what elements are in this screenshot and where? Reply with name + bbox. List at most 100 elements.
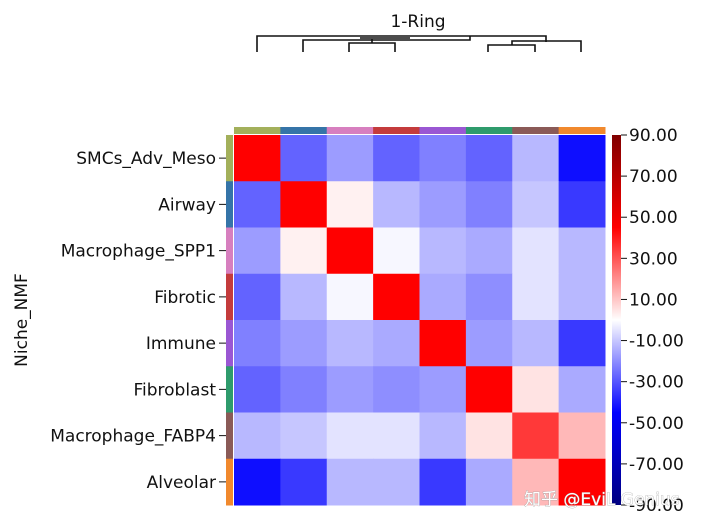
colorbar-tick-label: 50.00 <box>629 208 678 228</box>
colorbar-tick-label: -30.00 <box>629 373 684 393</box>
heatmap-cell <box>465 227 513 275</box>
dendrogram-branch <box>302 36 471 52</box>
heatmap-cell <box>373 458 420 506</box>
column-color-swatch <box>419 127 467 134</box>
row-label: Macrophage_FABP4 <box>50 427 216 447</box>
heatmap-cell <box>558 412 606 460</box>
colorbar-tick-label: -10.00 <box>629 332 684 352</box>
heatmap-cell <box>326 273 374 321</box>
chart-title: 1-Ring <box>390 12 445 32</box>
heatmap-cell <box>234 135 281 182</box>
column-color-swatch <box>280 127 328 134</box>
heatmap-cell <box>465 412 513 460</box>
colorbar-tick-label: 70.00 <box>629 167 678 187</box>
heatmap-cell <box>373 227 420 275</box>
heatmap-cell <box>465 135 513 182</box>
dendrogram-branch <box>487 44 536 52</box>
heatmap-cell <box>326 412 374 460</box>
heatmap-cell <box>280 412 328 460</box>
row-label: Macrophage_SPP1 <box>61 242 216 262</box>
row-color-swatch <box>226 273 233 321</box>
heatmap-cell <box>280 458 328 506</box>
heatmap-cell <box>373 366 420 413</box>
heatmap-cell <box>465 320 513 367</box>
heatmap-cell <box>280 181 328 228</box>
colorbar-tick-label: -50.00 <box>629 414 684 434</box>
heatmap-cell <box>326 181 374 228</box>
row-ticks <box>219 157 226 483</box>
heatmap-cell <box>465 366 513 413</box>
row-color-swatch <box>226 366 233 413</box>
heatmap-cell <box>558 366 606 413</box>
colorbar-tick-label: 30.00 <box>629 249 678 269</box>
column-color-swatch <box>373 127 420 134</box>
heatmap-cell <box>373 412 420 460</box>
heatmap-cell <box>558 273 606 321</box>
heatmap-cell <box>326 320 374 367</box>
row-color-swatch <box>226 458 233 506</box>
heatmap-cell <box>419 273 467 321</box>
colorbar <box>612 135 621 505</box>
heatmap-cell <box>326 458 374 506</box>
heatmap-cell <box>419 135 467 182</box>
dendrogram-branch <box>348 42 396 52</box>
heatmap-cell <box>512 412 560 460</box>
heatmap-cell <box>465 458 513 506</box>
heatmap-cell <box>280 366 328 413</box>
heatmap-cell <box>326 227 374 275</box>
colorbar-ticks: 90.00 70.00 50.00 30.00 10.00 -10.00 -30.00 -50… <box>621 126 684 516</box>
column-color-swatch <box>234 127 281 134</box>
heatmap-cell <box>234 273 281 321</box>
heatmap-cell <box>558 181 606 228</box>
column-color-swatch <box>326 127 374 134</box>
column-color-swatch <box>512 127 560 134</box>
colorbar-tick-label: 90.00 <box>629 126 678 146</box>
heatmap-cell <box>234 181 281 228</box>
y-axis-label: Niche_NMF <box>12 273 32 367</box>
heatmap-cell <box>234 458 281 506</box>
column-dendrogram <box>256 35 582 52</box>
heatmap-cells <box>234 135 606 506</box>
heatmap-cell <box>419 181 467 228</box>
heatmap-cell <box>234 366 281 413</box>
heatmap-cell <box>419 320 467 367</box>
heatmap-cell <box>280 135 328 182</box>
heatmap-cell <box>280 273 328 321</box>
heatmap-cell <box>234 320 281 367</box>
heatmap-cell <box>512 181 560 228</box>
column-color-strip <box>234 127 606 134</box>
colorbar-tick-label: -70.00 <box>629 455 684 475</box>
column-color-swatch <box>465 127 513 134</box>
heatmap-cell <box>234 227 281 275</box>
row-color-swatch <box>226 181 233 228</box>
heatmap-cell <box>512 458 560 506</box>
row-label: Immune <box>146 334 216 354</box>
heatmap-cell <box>419 458 467 506</box>
heatmap-cell <box>558 227 606 275</box>
row-color-swatch <box>226 412 233 460</box>
row-color-swatch <box>226 135 233 182</box>
heatmap-cell <box>512 366 560 413</box>
heatmap-cell <box>465 273 513 321</box>
colorbar-tick-label: -90.00 <box>629 496 684 516</box>
column-color-swatch <box>558 127 606 134</box>
dendrogram-branch <box>256 35 547 52</box>
heatmap-cell <box>512 135 560 182</box>
row-color-swatch <box>226 320 233 367</box>
row-label: SMCs_Adv_Meso <box>76 149 216 169</box>
row-labels: SMCs_Adv_Meso Airway Macrophage_SPP1 Fibrot… <box>50 149 216 493</box>
heatmap-cell <box>373 181 420 228</box>
heatmap-cell <box>512 273 560 321</box>
heatmap-cell <box>419 412 467 460</box>
row-label: Fibroblast <box>133 380 216 400</box>
row-label: Alveolar <box>147 473 216 493</box>
heatmap-cell <box>512 320 560 367</box>
row-label: Airway <box>158 195 216 215</box>
heatmap-cell <box>373 135 420 182</box>
heatmap-cell <box>234 412 281 460</box>
heatmap-cell <box>465 181 513 228</box>
dendrogram-branch <box>511 40 582 52</box>
colorbar-tick-label: 10.00 <box>629 290 678 310</box>
heatmap-cell <box>326 135 374 182</box>
